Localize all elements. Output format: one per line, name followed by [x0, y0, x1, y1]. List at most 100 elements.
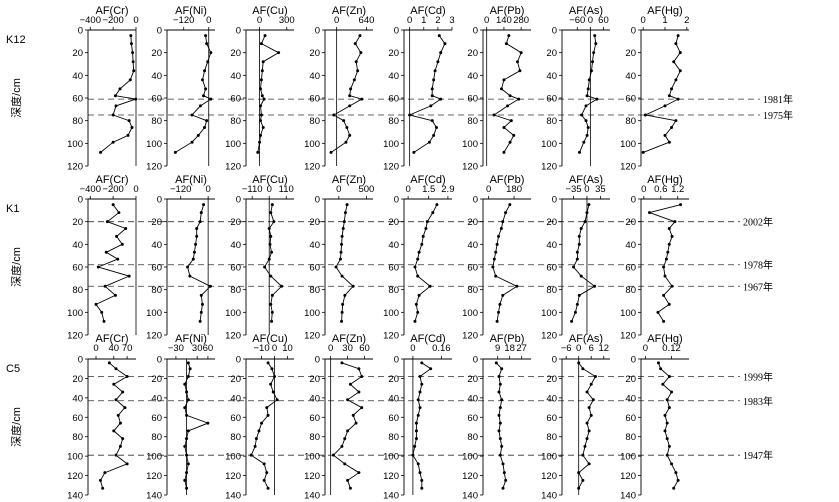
- data-point: [275, 398, 279, 402]
- data-point: [439, 51, 443, 55]
- y-tick-label: 120: [304, 162, 320, 173]
- data-point: [583, 444, 587, 448]
- data-point: [354, 60, 358, 64]
- data-point: [198, 220, 202, 224]
- data-point: [667, 374, 671, 378]
- data-point: [663, 429, 667, 433]
- y-tick-label: 120: [541, 471, 557, 482]
- data-point: [194, 242, 198, 246]
- y-tick-label: 20: [309, 48, 320, 59]
- y-tick-label: 120: [462, 331, 478, 342]
- data-point: [112, 382, 116, 386]
- data-point: [418, 390, 422, 394]
- y-tick-label: 20: [72, 217, 83, 228]
- panel-title: AF(Cu): [252, 5, 287, 17]
- panel-title: AF(Zn): [332, 174, 366, 186]
- panel-title: AF(Cd): [410, 174, 445, 186]
- y-tick-label: 80: [230, 285, 241, 296]
- data-point: [676, 97, 680, 101]
- data-point: [96, 265, 100, 269]
- data-point: [344, 140, 348, 144]
- data-point: [676, 34, 680, 38]
- data-point: [508, 140, 512, 144]
- panel-title: AF(Pb): [490, 5, 525, 17]
- data-point: [114, 398, 118, 402]
- data-point: [256, 150, 260, 154]
- data-point: [670, 125, 674, 129]
- data-point: [270, 250, 274, 254]
- data-point: [501, 462, 505, 466]
- data-point: [673, 220, 677, 224]
- data-point: [353, 42, 357, 46]
- data-point: [443, 42, 447, 46]
- data-point: [102, 319, 106, 323]
- data-point: [186, 462, 190, 466]
- data-point: [186, 361, 190, 365]
- data-point: [121, 437, 125, 441]
- data-point: [674, 119, 678, 123]
- y-tick-label: 80: [230, 116, 241, 127]
- data-point: [345, 125, 349, 129]
- y-tick-label: 0: [315, 26, 320, 37]
- data-point: [585, 390, 589, 394]
- data-point: [414, 421, 418, 425]
- y-tick-label: 0: [394, 195, 399, 206]
- data-point: [579, 274, 583, 278]
- data-point: [267, 257, 271, 261]
- data-point: [501, 486, 505, 490]
- data-point: [425, 220, 429, 224]
- data-point: [494, 274, 498, 278]
- y-tick-label: 100: [462, 308, 478, 319]
- data-point: [183, 382, 187, 386]
- data-point: [494, 250, 498, 254]
- data-point: [433, 69, 437, 73]
- data-point: [267, 226, 271, 230]
- data-point: [589, 413, 593, 417]
- site-label: K1: [6, 203, 19, 215]
- data-point: [498, 453, 502, 457]
- y-tick-label: 60: [546, 94, 557, 105]
- y-tick-label: 20: [625, 217, 636, 228]
- data-point: [351, 284, 355, 288]
- data-point: [424, 226, 428, 230]
- data-point: [659, 367, 663, 371]
- data-point: [577, 486, 581, 490]
- data-point: [342, 119, 346, 123]
- data-point: [501, 293, 505, 297]
- data-point: [113, 293, 117, 297]
- data-point: [195, 226, 199, 230]
- data-point: [352, 78, 356, 82]
- y-tick-label: 140: [462, 491, 478, 502]
- y-tick-label: 0: [552, 355, 557, 366]
- data-point: [329, 150, 333, 154]
- y-tick-label: 40: [546, 393, 557, 404]
- data-point: [572, 265, 576, 269]
- data-point: [114, 104, 118, 108]
- reference-label: 2002年: [743, 216, 773, 229]
- data-point: [416, 257, 420, 261]
- data-point: [253, 444, 257, 448]
- x-tick-label: 0: [334, 15, 339, 26]
- data-point: [586, 87, 590, 91]
- x-tick-label: 30: [192, 343, 203, 354]
- y-tick-label: 0: [236, 355, 241, 366]
- data-point: [497, 429, 501, 433]
- data-point: [204, 34, 208, 38]
- data-point: [360, 97, 364, 101]
- data-point: [118, 444, 122, 448]
- data-point: [339, 250, 343, 254]
- y-tick-label: 20: [388, 48, 399, 59]
- data-point: [112, 429, 116, 433]
- data-point: [259, 113, 263, 117]
- data-point: [129, 34, 133, 38]
- y-tick-label: 140: [304, 491, 320, 502]
- data-point: [261, 60, 265, 64]
- data-point: [341, 226, 345, 230]
- x-tick-label: −400: [80, 184, 101, 195]
